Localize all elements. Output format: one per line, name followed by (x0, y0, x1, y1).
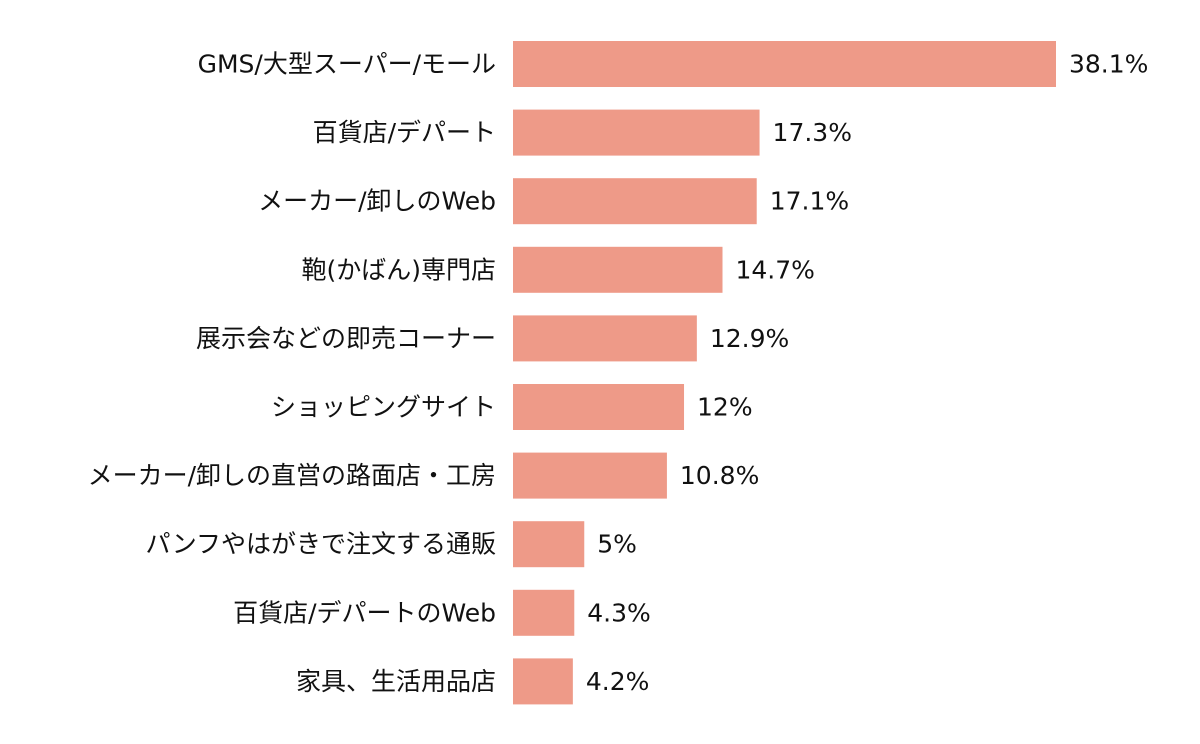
category-label: 展示会などの即売コーナー (196, 324, 496, 353)
category-label: 百貨店/デパートのWeb (233, 598, 496, 627)
bar (513, 41, 1056, 87)
category-label: GMS/大型スーパー/モール (198, 50, 496, 79)
bar (513, 178, 757, 225)
bar (513, 589, 575, 636)
bar (513, 246, 723, 293)
category-label: 百貨店/デパート (313, 118, 496, 147)
value-label: 17.3% (773, 118, 852, 147)
bar (513, 658, 573, 705)
category-label: パンフやはがきで注文する通販 (145, 530, 496, 559)
value-label: 12.9% (710, 324, 789, 353)
value-label: 5% (597, 530, 637, 559)
category-label: 家具、生活用品店 (296, 667, 496, 696)
bar (513, 315, 697, 362)
bar (513, 109, 760, 156)
value-label: 14.7% (736, 255, 815, 284)
value-label: 10.8% (680, 461, 759, 490)
value-labels: 38.1% 17.3% 17.1% 14.7% 12.9% 12% 10.8% 5% 4.3% 4… (586, 50, 1149, 696)
value-label: 4.3% (587, 598, 651, 627)
bar (513, 384, 685, 430)
value-label: 38.1% (1069, 50, 1148, 79)
bar (513, 521, 585, 568)
category-label: 鞄(かばん)専門店 (301, 255, 496, 284)
bar (513, 452, 667, 499)
value-label: 17.1% (770, 187, 849, 216)
value-label: 4.2% (586, 667, 650, 696)
category-label: メーカー/卸しのWeb (258, 187, 496, 216)
value-label: 12% (697, 393, 753, 422)
bars (513, 41, 1056, 705)
category-label: ショッピングサイト (271, 393, 496, 422)
category-label: メーカー/卸しの直営の路面店・工房 (88, 461, 496, 490)
